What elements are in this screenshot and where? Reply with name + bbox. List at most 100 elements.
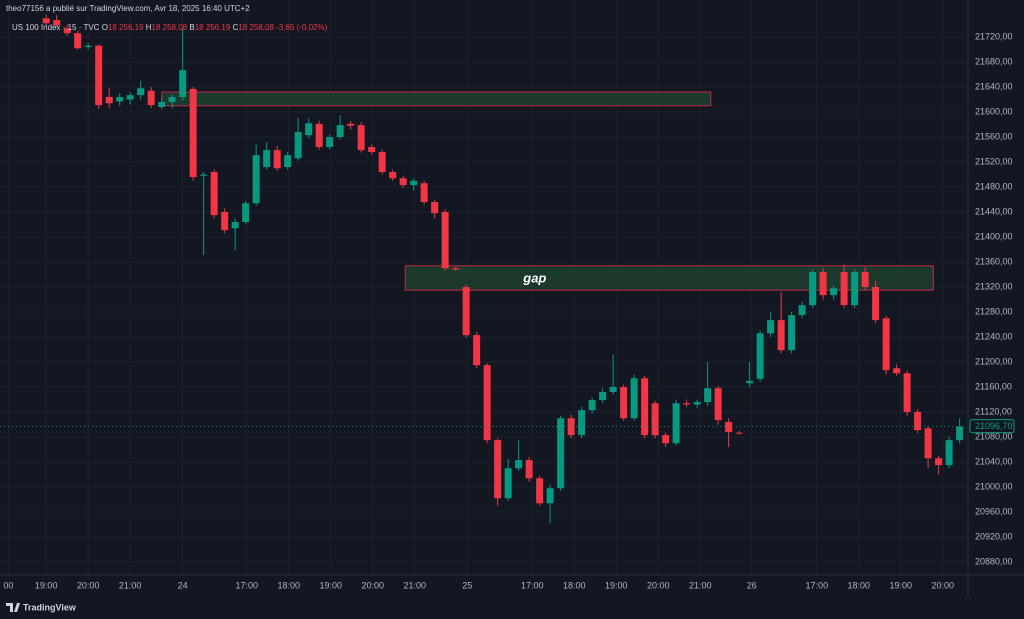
candle-body (945, 440, 953, 466)
x-tick-label: 18:00 (277, 580, 300, 590)
candle-body (725, 422, 733, 432)
candle-body (347, 123, 355, 126)
x-tick-label: 21:00 (119, 580, 142, 590)
y-tick-label: 21160,00 (975, 381, 1012, 391)
candle-body (105, 97, 113, 104)
y-tick-label: 21080,00 (975, 431, 1013, 441)
x-tick-label: 19:00 (319, 580, 342, 590)
x-tick-label: 00 (3, 580, 13, 590)
candle-body (851, 272, 859, 306)
candle-body (599, 392, 607, 401)
y-tick-label: 21320,00 (975, 281, 1013, 291)
last-price-tag (969, 419, 1015, 434)
x-tick-label: 19:00 (35, 580, 58, 590)
candle-body (525, 460, 533, 479)
y-tick-label: 21040,00 (975, 456, 1013, 466)
candle-body (294, 132, 302, 159)
candle-body (651, 403, 659, 436)
candle-body (840, 272, 848, 306)
candle-body (378, 152, 386, 172)
y-tick-label: 21240,00 (975, 331, 1013, 341)
candle-body (252, 155, 260, 204)
x-tick-label: 18:00 (563, 580, 586, 590)
x-tick-label: 20:00 (77, 580, 100, 590)
y-tick-label: 21360,00 (975, 256, 1013, 266)
candle-body (672, 403, 680, 444)
x-tick-label: 26 (747, 580, 757, 590)
legend-value: 18 256,19 (195, 23, 231, 32)
brand: TradingView (23, 602, 77, 612)
x-tick-label: 19:00 (890, 580, 913, 590)
y-tick-label: 21480,00 (975, 181, 1013, 191)
candle-body (305, 123, 313, 136)
candle-body (242, 203, 250, 222)
labels: 20880,00 20920,00 20960,00 21000,00 21040,00… (0, 31, 1015, 590)
candle-body (168, 97, 176, 102)
candle-body (179, 70, 187, 97)
y-tick-label: 21560,00 (975, 131, 1013, 141)
candle-body (819, 272, 827, 296)
candle-body (578, 410, 586, 436)
symbol: US 100 Index · 15 · TVC (12, 23, 100, 32)
x-tick-label: 18:00 (848, 580, 871, 590)
candles (42, 14, 964, 524)
x-tick-label: 25 (462, 580, 472, 590)
candle-body (452, 268, 460, 270)
candle-body (441, 212, 449, 269)
x-tick-label: 20:00 (932, 580, 955, 590)
candle-body (284, 155, 292, 167)
last-price-label: 21096,70 (975, 421, 1013, 431)
x-tick-label: 17:00 (235, 580, 258, 590)
y-tick-label: 21200,00 (975, 356, 1013, 366)
candle-body (756, 333, 764, 379)
candle-body (536, 478, 544, 504)
candle-body (935, 458, 943, 466)
candle-body (200, 174, 208, 176)
candle-body (336, 125, 344, 137)
legend-key: H (146, 23, 152, 32)
y-tick-label: 21640,00 (975, 81, 1013, 91)
candle-body (158, 102, 166, 107)
candle-body (588, 400, 596, 411)
candle-body (147, 90, 155, 106)
candle-body (662, 435, 670, 444)
candle-body (546, 488, 554, 504)
candle-body (746, 380, 754, 384)
candle-body (462, 287, 470, 336)
grid (0, 0, 968, 575)
y-tick-label: 21600,00 (975, 106, 1013, 116)
candle-body (903, 373, 911, 412)
x-tick-label: 21:00 (403, 580, 426, 590)
y-tick-label: 21120,00 (975, 406, 1012, 416)
y-tick-label: 21720,00 (975, 31, 1013, 41)
x-tick-label: 20:00 (361, 580, 384, 590)
candle-body (515, 460, 523, 469)
candle-body (798, 305, 806, 316)
candle-body (84, 45, 92, 47)
candle-body (74, 33, 82, 49)
publish-info: theo77156 a publié sur TradingView.com, … (6, 4, 250, 13)
y-tick-label: 20920,00 (975, 531, 1013, 541)
zone (161, 91, 712, 107)
change: -3,65 (-0,02%) (276, 23, 327, 32)
candle-body (630, 378, 638, 419)
candle-body (116, 97, 124, 102)
candle-body (830, 288, 838, 296)
candle-body (704, 388, 712, 402)
candle-body (767, 320, 775, 334)
candle-body (126, 95, 134, 100)
candle-body (735, 432, 743, 434)
x-tick-label: 21:00 (689, 580, 712, 590)
candle-body (777, 320, 785, 351)
legend-key: O (102, 23, 108, 32)
candle-body (399, 178, 407, 186)
candle-body (231, 222, 239, 229)
candle-body (357, 125, 365, 151)
legend-value: 18 256,19 (108, 23, 144, 32)
candle-body (315, 123, 323, 147)
candle-body (189, 88, 197, 177)
footer (0, 597, 1024, 619)
legend-value: 18 258,08 (152, 23, 188, 32)
